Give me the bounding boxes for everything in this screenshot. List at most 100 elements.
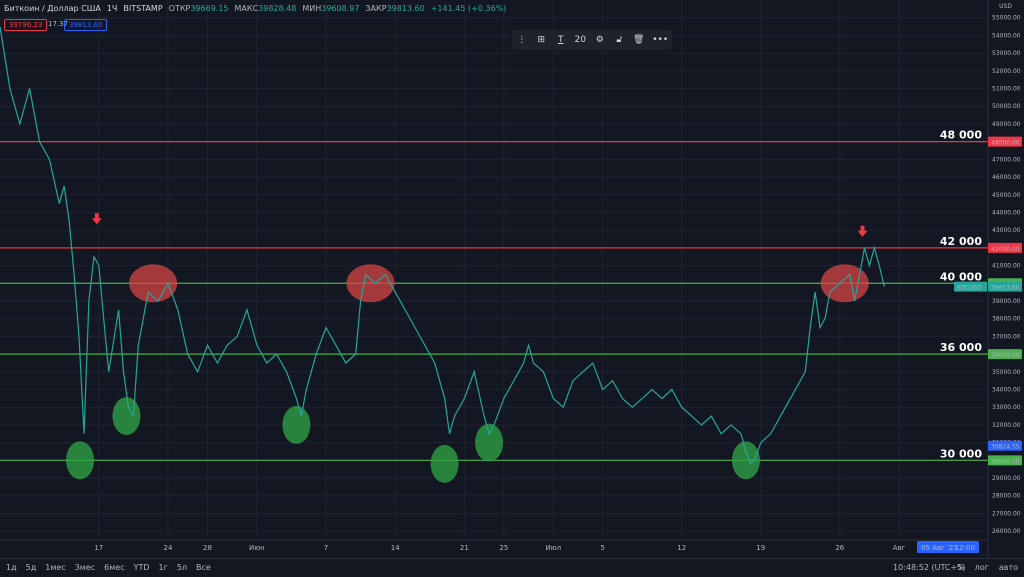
x-tick-label: Авг [893,544,906,552]
clock[interactable]: 10:48:52 (UTC+5) [893,563,966,572]
date-tag-bg [917,541,979,553]
y-tick-label: 54000.00 [992,32,1021,39]
y-tick-label: 39000.00 [992,298,1021,305]
x-tick-label: 26 [835,544,844,552]
font-size-button[interactable]: 20 [574,35,586,45]
y-tick-label: 52000.00 [992,68,1021,75]
level-label: 42 000 [940,235,982,248]
date-tag-date: 05 Авг '21 [921,544,958,552]
marker-price-tag-bg [988,440,1022,451]
x-tick-label: 24 [163,544,172,552]
level-price-tag-bg [988,136,1022,147]
x-tick-label: 7 [324,544,328,552]
low-value: 39608.97 [321,4,360,13]
y-tick-label: 26000.00 [992,528,1021,535]
spread-value: 17.37 [48,20,69,28]
timeframe-button[interactable]: 5д [25,563,37,572]
open-value: 39669.15 [190,4,229,13]
exchange: BITSTAMP [123,4,163,13]
scale-options: % лог авто [957,563,1018,572]
level-price-tag-bg [988,349,1022,360]
x-tick-label: 17 [94,544,103,552]
level-label: 30 000 [940,447,982,460]
highlight-ellipses [66,264,869,483]
y-tick-label: 53000.00 [992,50,1021,57]
y-tick-label: 50000.00 [992,103,1021,110]
level-price-tag: 30000.00 [991,458,1020,465]
price-series-line [0,26,885,466]
low-label: МИН [302,4,322,13]
x-tick-label: Июн [249,544,265,552]
down-arrow-icon [91,213,102,225]
level-price-tag-bg [988,242,1022,253]
price-tags: 48000.0042000.0040000.0036000.0030000.00… [917,136,1022,553]
resistance-ellipse [346,264,395,303]
percent-toggle[interactable]: % [957,563,965,572]
timeframe-button[interactable]: 6мес [104,563,125,572]
symbol-name[interactable]: Биткоин / Доллар США [4,4,101,13]
support-ellipse [475,423,504,462]
y-tick-label: 28000.00 [992,493,1021,500]
arrow-markers [91,213,868,237]
support-ellipse [112,397,141,436]
timeframe-list: 1д 5д 1мес 3мес 6мес YTD 1г 5л Все [6,563,211,572]
lock-icon[interactable]: 🔓︎ [616,35,623,45]
time-axis[interactable]: 17 24 28 Июн 7 14 21 25 Июл 5 12 19 26 Авг [0,539,988,552]
x-tick-label: 21 [460,544,469,552]
open-label: ОТКР [168,4,191,13]
template-icon[interactable]: ⊞ [537,35,546,45]
level-price-tag: 36000.00 [991,352,1020,359]
interval[interactable]: 1Ч [106,4,118,13]
y-tick-label: 43000.00 [992,227,1021,234]
level-label: 40 000 [940,270,982,283]
y-tick-label: 45000.00 [992,192,1021,199]
level-price-tag: 42000.00 [991,246,1020,253]
timeframe-button[interactable]: 1г [158,563,168,572]
y-tick-label: 32000.00 [992,422,1021,429]
drag-handle-icon[interactable]: ⋮ [517,35,527,45]
symbol-tag: BTCUSD [957,285,982,292]
y-tick-label: 27000.00 [992,510,1021,517]
timeframe-button[interactable]: YTD [133,563,150,572]
auto-toggle[interactable]: авто [998,563,1018,572]
x-tick-label: Июл [545,544,561,552]
level-price-tag-bg [988,455,1022,466]
log-toggle[interactable]: лог [974,563,989,572]
sell-price-box[interactable]: 39796.23 [4,19,48,31]
date-tag-time: 12:00 [955,544,975,552]
support-ellipse [430,444,459,483]
drawing-toolbar: ⋮ ⊞ T 20 ⚙ 🔓︎ 🗑︎ ••• [512,30,672,50]
symbol-tag-bg [954,281,987,292]
currency-label: USD [999,3,1012,10]
marker-price-tag: 30824.55 [991,444,1020,451]
y-tick-label: 33000.00 [992,404,1021,411]
timeframe-button[interactable]: 3мес [74,563,96,572]
more-button[interactable]: ••• [652,35,669,45]
trash-icon[interactable]: 🗑︎ [633,35,645,45]
timeframe-button[interactable]: Все [196,563,211,572]
y-tick-label: 49000.00 [992,121,1021,128]
timeframe-button[interactable]: 1мес [45,563,66,572]
close-label: ЗАКР [365,4,387,13]
buy-price-box[interactable]: 39813.60 [64,19,108,31]
close-value: 39813.60 [386,4,425,13]
y-tick-label: 41000.00 [992,263,1021,270]
current-price-tag-bg [988,281,1022,292]
support-ellipse [282,405,311,444]
y-tick-label: 44000.00 [992,209,1021,216]
y-tick-label: 35000.00 [992,369,1021,376]
y-tick-label: 51000.00 [992,86,1021,93]
x-tick-label: 19 [756,544,765,552]
y-tick-label: 47000.00 [992,156,1021,163]
high-label: МАКС [234,4,259,13]
text-tool-icon[interactable]: T [558,35,564,45]
settings-icon[interactable]: ⚙ [595,35,604,45]
x-tick-label: 25 [499,544,508,552]
timeframe-button[interactable]: 1д [6,563,17,572]
change-value: +141.45 (+0.36%) [430,4,507,13]
level-price-tag: 48000.00 [991,140,1020,147]
timeframe-button[interactable]: 5л [176,563,188,572]
y-tick-label: 55000.00 [992,15,1021,22]
resistance-ellipse [820,264,869,303]
